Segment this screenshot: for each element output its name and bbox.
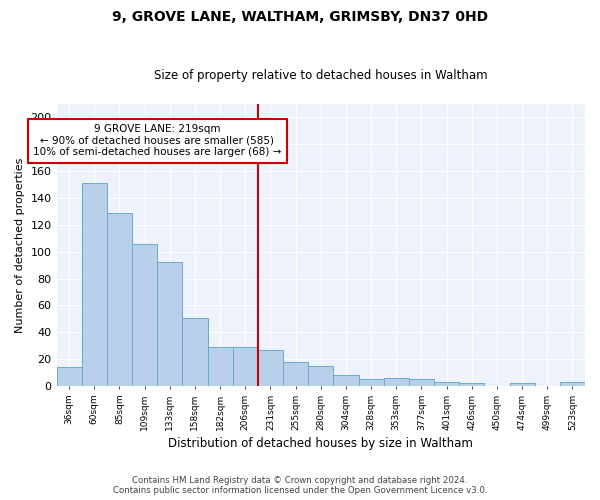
Text: 9 GROVE LANE: 219sqm
← 90% of detached houses are smaller (585)
10% of semi-deta: 9 GROVE LANE: 219sqm ← 90% of detached h… — [33, 124, 281, 158]
Bar — [509, 384, 535, 386]
Bar — [308, 366, 334, 386]
Bar — [208, 347, 233, 386]
Bar — [157, 262, 182, 386]
Bar — [283, 362, 308, 386]
Bar — [82, 183, 107, 386]
Bar — [459, 384, 484, 386]
Bar — [56, 367, 82, 386]
Bar — [107, 213, 132, 386]
Bar — [560, 382, 585, 386]
Bar — [132, 244, 157, 386]
Bar — [359, 380, 383, 386]
Bar — [334, 376, 359, 386]
Text: Contains HM Land Registry data © Crown copyright and database right 2024.
Contai: Contains HM Land Registry data © Crown c… — [113, 476, 487, 495]
Title: Size of property relative to detached houses in Waltham: Size of property relative to detached ho… — [154, 69, 488, 82]
Bar — [233, 347, 258, 386]
Y-axis label: Number of detached properties: Number of detached properties — [15, 158, 25, 332]
Bar — [434, 382, 459, 386]
Bar — [383, 378, 409, 386]
Text: 9, GROVE LANE, WALTHAM, GRIMSBY, DN37 0HD: 9, GROVE LANE, WALTHAM, GRIMSBY, DN37 0H… — [112, 10, 488, 24]
Bar — [409, 380, 434, 386]
X-axis label: Distribution of detached houses by size in Waltham: Distribution of detached houses by size … — [169, 437, 473, 450]
Bar — [258, 350, 283, 386]
Bar — [182, 318, 208, 386]
